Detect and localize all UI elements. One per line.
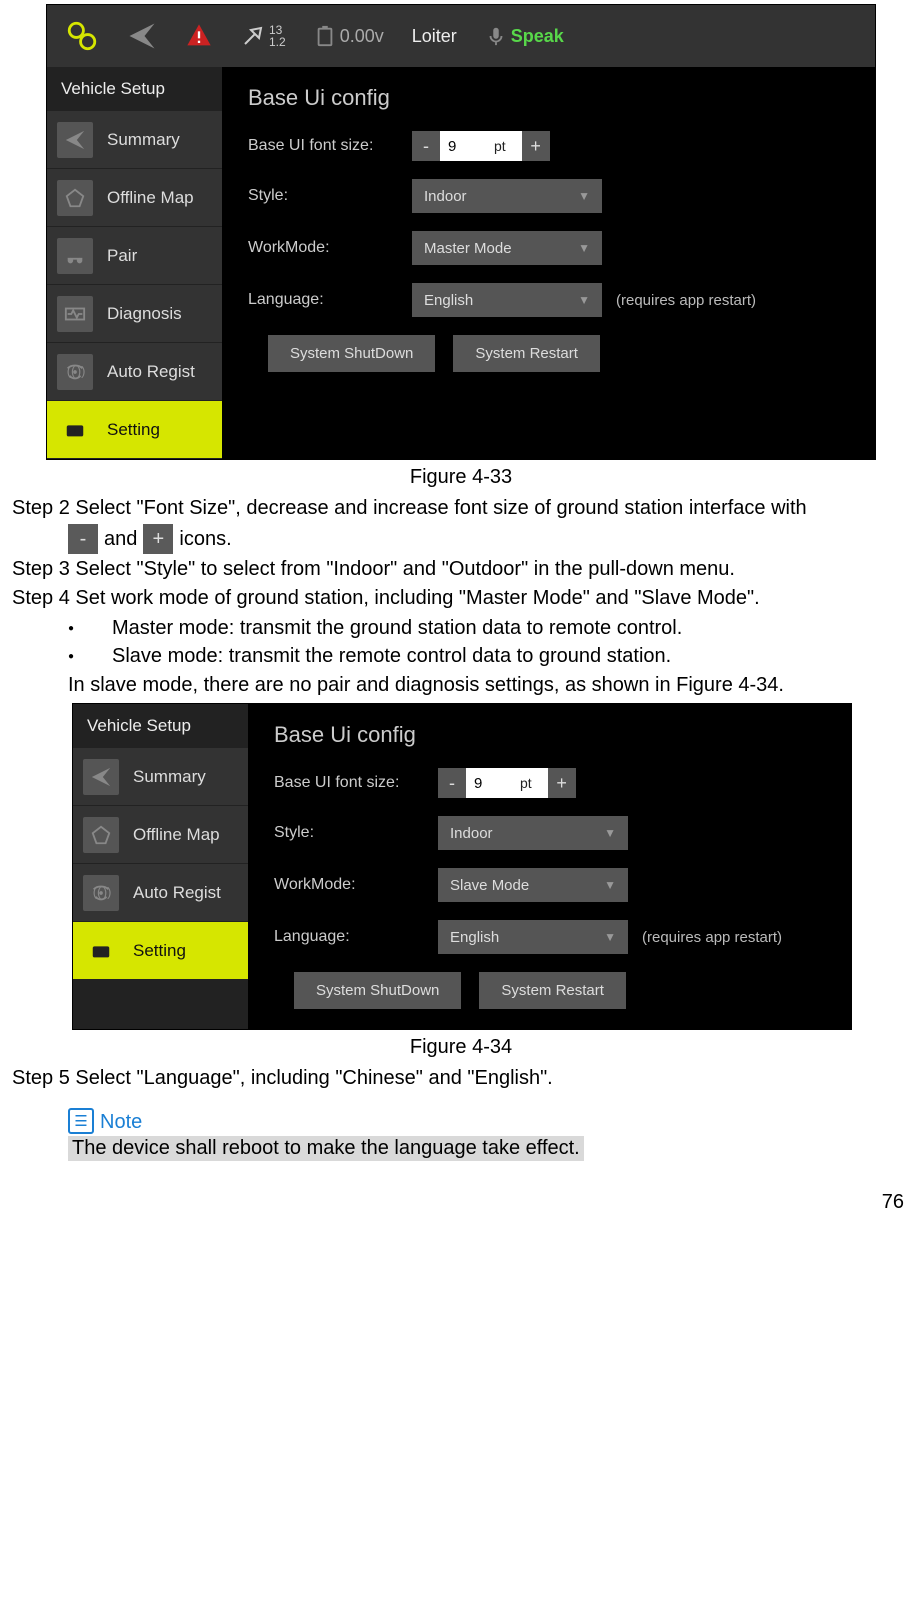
satellite-status: 131.2 (241, 24, 286, 48)
shutdown-button[interactable]: System ShutDown (268, 335, 435, 372)
step-4-text: Step 4 Set work mode of ground station, … (12, 585, 910, 612)
language-note: (requires app restart) (616, 292, 756, 309)
sidebar-item-auto-regist[interactable]: Auto Regist (47, 343, 222, 401)
fontsize-minus-button[interactable]: - (438, 768, 466, 798)
note-body: The device shall reboot to make the lang… (68, 1136, 584, 1161)
fontsize-label: Base UI font size: (248, 137, 398, 155)
warning-icon[interactable] (185, 22, 213, 50)
figure-caption-1: Figure 4-33 (12, 466, 910, 489)
slave-mode-note: In slave mode, there are no pair and dia… (68, 672, 910, 699)
fontsize-input[interactable] (466, 768, 556, 798)
step-2-continuation: - and + icons. (68, 524, 910, 554)
page-number: 76 (12, 1191, 910, 1214)
workmode-label: WorkMode: (248, 239, 398, 257)
sidebar-item-offline-map[interactable]: Offline Map (73, 806, 248, 864)
style-label: Style: (248, 187, 398, 205)
wifi-icon (83, 875, 119, 911)
chevron-down-icon: ▼ (604, 826, 616, 840)
plane-icon[interactable] (127, 21, 157, 51)
restart-button[interactable]: System Restart (453, 335, 600, 372)
sidebar-item-diagnosis[interactable]: Diagnosis (47, 285, 222, 343)
pair-icon (57, 238, 93, 274)
camera-icon (83, 933, 119, 969)
workmode-select[interactable]: Master Mode▼ (412, 231, 602, 265)
fontsize-label: Base UI font size: (274, 774, 424, 792)
flight-mode[interactable]: Loiter (412, 26, 457, 47)
screenshot-2: Vehicle Setup Summary Offline Map Auto R… (72, 703, 852, 1030)
panel-title: Base Ui config (248, 85, 857, 111)
sidebar: Vehicle Setup Summary Offline Map Auto R… (73, 704, 248, 1029)
plane-icon (57, 122, 93, 158)
step-2-text: Step 2 Select "Font Size", decrease and … (12, 495, 910, 522)
style-select[interactable]: Indoor▼ (438, 816, 628, 850)
workmode-label: WorkMode: (274, 876, 424, 894)
language-note: (requires app restart) (642, 929, 782, 946)
chevron-down-icon: ▼ (578, 241, 590, 255)
fontsize-plus-button[interactable]: + (548, 768, 576, 798)
style-label: Style: (274, 824, 424, 842)
sidebar-item-pair[interactable]: Pair (47, 227, 222, 285)
fontsize-unit: pt (494, 138, 506, 154)
config-panel: Base Ui config Base UI font size: - pt +… (222, 67, 875, 459)
wifi-icon (57, 354, 93, 390)
language-select[interactable]: English▼ (438, 920, 628, 954)
workmode-select[interactable]: Slave Mode▼ (438, 868, 628, 902)
chevron-down-icon: ▼ (578, 189, 590, 203)
panel-title: Base Ui config (274, 722, 833, 748)
sidebar-item-setting[interactable]: Setting (73, 922, 248, 980)
figure-caption-2: Figure 4-34 (12, 1036, 910, 1059)
sidebar-item-summary[interactable]: Summary (47, 111, 222, 169)
chevron-down-icon: ▼ (604, 930, 616, 944)
fontsize-minus-button[interactable]: - (412, 131, 440, 161)
battery-status: 0.00v (314, 23, 384, 49)
pentagon-icon (57, 180, 93, 216)
plus-icon: + (143, 524, 173, 554)
note-block: ☰ Note The device shall reboot to make t… (68, 1108, 910, 1161)
config-panel: Base Ui config Base UI font size: - pt +… (248, 704, 851, 1029)
language-select[interactable]: English▼ (412, 283, 602, 317)
screenshot-1: 131.2 0.00v Loiter Speak Vehicle Setup S… (46, 4, 876, 460)
sidebar-item-offline-map[interactable]: Offline Map (47, 169, 222, 227)
step-3-text: Step 3 Select "Style" to select from "In… (12, 556, 910, 583)
restart-button[interactable]: System Restart (479, 972, 626, 1009)
language-label: Language: (274, 928, 424, 946)
fontsize-plus-button[interactable]: + (522, 131, 550, 161)
scope-icon (57, 296, 93, 332)
minus-icon: - (68, 524, 98, 554)
speak-button[interactable]: Speak (485, 23, 564, 49)
step-5-text: Step 5 Select "Language", including "Chi… (12, 1065, 910, 1092)
shutdown-button[interactable]: System ShutDown (294, 972, 461, 1009)
sidebar-item-summary[interactable]: Summary (73, 748, 248, 806)
note-icon: ☰ (68, 1108, 94, 1134)
sidebar-title: Vehicle Setup (47, 67, 222, 111)
sidebar-item-auto-regist[interactable]: Auto Regist (73, 864, 248, 922)
sidebar-title: Vehicle Setup (73, 704, 248, 748)
sidebar-item-setting[interactable]: Setting (47, 401, 222, 459)
chevron-down-icon: ▼ (578, 293, 590, 307)
bullet-master-mode: Master mode: transmit the ground station… (68, 614, 910, 642)
pentagon-icon (83, 817, 119, 853)
top-toolbar: 131.2 0.00v Loiter Speak (47, 5, 875, 67)
plane-icon (83, 759, 119, 795)
bullet-slave-mode: Slave mode: transmit the remote control … (68, 642, 910, 670)
language-label: Language: (248, 291, 398, 309)
fontsize-input[interactable] (440, 131, 530, 161)
style-select[interactable]: Indoor▼ (412, 179, 602, 213)
fontsize-unit: pt (520, 775, 532, 791)
camera-icon (57, 412, 93, 448)
settings-gear-icon[interactable] (65, 19, 99, 71)
chevron-down-icon: ▼ (604, 878, 616, 892)
note-label: Note (100, 1111, 142, 1134)
sidebar: Vehicle Setup Summary Offline Map Pair D… (47, 67, 222, 459)
